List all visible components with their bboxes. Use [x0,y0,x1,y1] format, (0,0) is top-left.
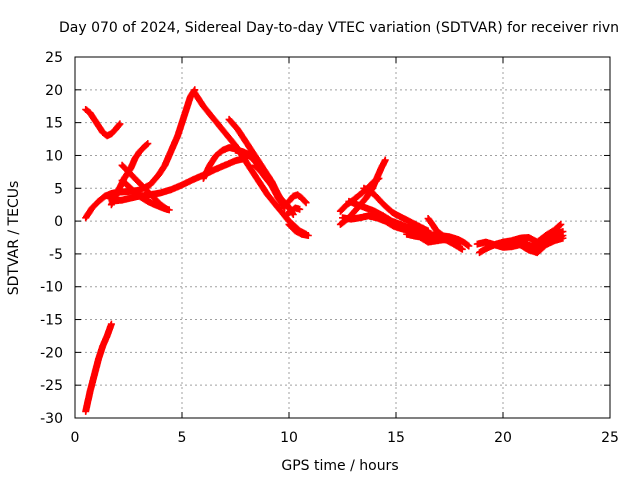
series-arc-z [482,220,565,253]
data-point-markers [105,154,250,205]
y-tick-label: 20 [45,83,63,99]
data-point-markers [424,215,453,245]
y-tick-label: -10 [40,280,63,296]
x-tick-label: 25 [601,430,619,446]
data-point-markers [285,220,312,239]
chart-title: Day 070 of 2024, Sidereal Day-to-day VTE… [59,20,619,36]
series-arc-m [285,191,310,207]
series-arc-l [251,161,297,218]
series-arc-n [283,204,304,218]
x-tick-label: 10 [280,430,298,446]
x-axis-title: GPS time / hours [281,458,398,474]
series-arc-b [82,320,115,415]
data-point-markers [360,184,432,235]
y-tick-label: 0 [54,214,63,230]
series-arc-t [360,184,432,235]
x-tick-label: 15 [387,430,405,446]
grid-lines [75,57,610,418]
plot-frame [74,56,611,419]
data-point-markers [118,176,173,214]
y-tick-label: -5 [49,247,63,263]
data-marks [82,86,567,415]
data-point-markers [283,204,304,218]
y-axis-title: SDTVAR / TECUs [6,181,22,296]
y-tick-label: 5 [54,181,63,197]
series-arc-a [82,106,124,140]
y-tick-label: -30 [40,411,63,427]
y-tick-label: -25 [40,378,63,394]
data-point-markers [533,228,567,254]
y-tick-label: 15 [45,116,63,132]
series-arc-aa [533,228,567,254]
y-tick-label: -15 [40,313,63,329]
series-arc-o [285,220,312,239]
y-tick-label: 10 [45,148,63,164]
series-arc-d [105,154,250,205]
data-point-markers [482,220,565,253]
data-point-markers [82,320,115,415]
axis-ticks: 0 5 10 15 20 25 -30 -25 -20 -15 -10 -5 0 5 10 15 20 25 [40,50,619,446]
data-point-markers [285,191,310,207]
y-tick-label: 25 [45,50,63,66]
series-arc-w [424,215,453,245]
x-tick-label: 20 [494,430,512,446]
series-arc-g [118,176,173,214]
data-point-markers [251,161,297,218]
x-tick-label: 5 [178,430,187,446]
data-point-markers [82,106,124,140]
x-tick-label: 0 [71,430,80,446]
y-tick-label: -20 [40,345,63,361]
